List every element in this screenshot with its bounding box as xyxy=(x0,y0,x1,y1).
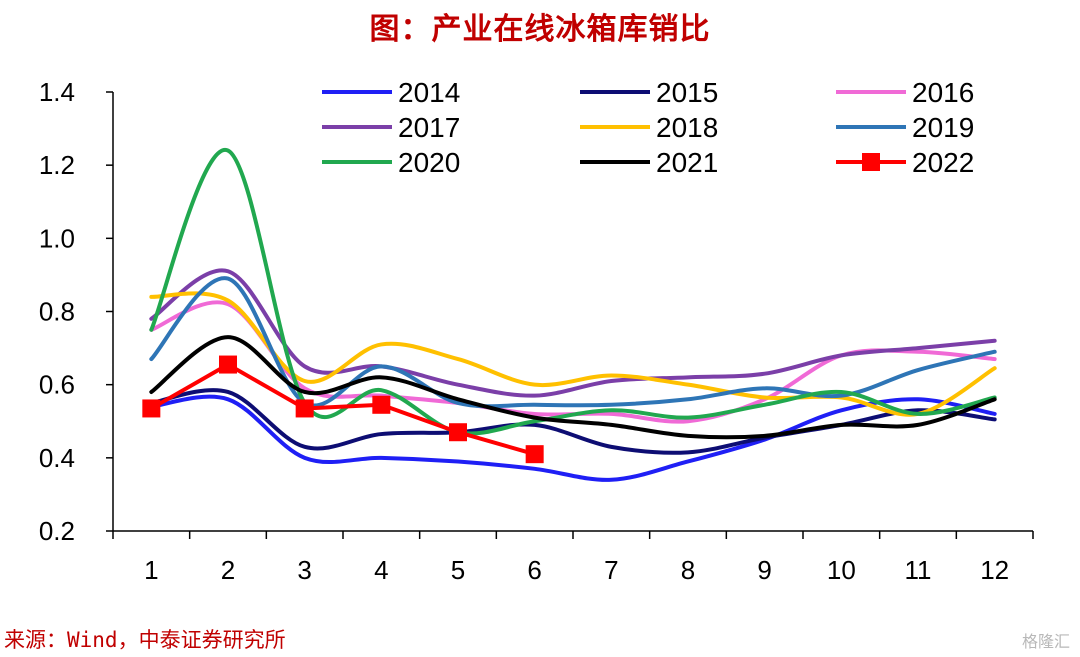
series-layer xyxy=(142,148,997,482)
x-tick-label: 7 xyxy=(604,555,618,585)
axes: 0.20.40.60.81.01.21.41 2 3 4 5 6 7 8 9 10 11 12 xyxy=(39,77,1034,585)
series-line-2020 xyxy=(149,148,997,436)
y-tick-label: 0.4 xyxy=(39,443,75,473)
legend-item-2018: 2018 xyxy=(580,112,718,143)
source-note: 来源：Wind，中泰证券研究所 xyxy=(4,628,286,652)
y-tick-label: 0.2 xyxy=(39,516,75,546)
series-2019 xyxy=(149,276,997,409)
legend-label: 2015 xyxy=(656,77,718,108)
data-point-2022 xyxy=(142,399,161,418)
x-tick-label: 6 xyxy=(527,555,541,585)
legend-label: 2022 xyxy=(912,147,974,178)
legend-item-2017: 2017 xyxy=(322,112,460,143)
series-2020 xyxy=(149,148,997,436)
x-tick-label: 12 xyxy=(980,555,1009,585)
series-2018 xyxy=(149,291,997,417)
y-tick-label: 1.2 xyxy=(39,150,75,180)
series-2022 xyxy=(142,355,544,464)
legend-item-2019: 2019 xyxy=(836,112,974,143)
legend-label: 2019 xyxy=(912,112,974,143)
series-line-2017 xyxy=(149,268,997,398)
watermark-logo: 格隆汇 xyxy=(1021,632,1070,651)
series-line-2021 xyxy=(149,335,997,440)
y-tick-label: 0.8 xyxy=(39,297,75,327)
legend-label: 2016 xyxy=(912,77,974,108)
series-2017 xyxy=(149,268,997,398)
data-point-2022 xyxy=(449,423,467,442)
series-line-2014 xyxy=(149,394,997,482)
legend-label: 2014 xyxy=(398,77,460,108)
x-tick-label: 2 xyxy=(221,555,235,585)
legend-item-2020: 2020 xyxy=(322,147,460,178)
legend-label: 2020 xyxy=(398,147,460,178)
data-point-2022 xyxy=(372,395,391,414)
y-tick-label: 1.0 xyxy=(39,223,75,253)
x-tick-label: 3 xyxy=(297,555,311,585)
x-tick-label: 11 xyxy=(905,555,932,585)
legend-marker xyxy=(862,153,880,171)
data-point-2022 xyxy=(295,399,314,418)
legend: 2014 2015 2016 2017 2018 2019 2020 2021 2022 xyxy=(322,77,974,178)
x-tick-label: 5 xyxy=(451,555,465,585)
x-tick-label: 9 xyxy=(757,555,771,585)
legend-label: 2017 xyxy=(398,112,460,143)
y-tick-label: 1.4 xyxy=(39,77,75,107)
legend-label: 2018 xyxy=(656,112,718,143)
series-line-2022 xyxy=(149,362,537,457)
x-tick-label: 10 xyxy=(827,555,856,585)
series-2014 xyxy=(149,394,997,482)
legend-item-2014: 2014 xyxy=(322,77,460,108)
legend-label: 2021 xyxy=(656,147,718,178)
legend-item-2022: 2022 xyxy=(836,147,974,178)
legend-item-2021: 2021 xyxy=(580,147,718,178)
x-tick-label: 1 xyxy=(144,555,158,585)
series-line-2019 xyxy=(149,276,997,409)
data-point-2022 xyxy=(525,445,544,464)
x-tick-label: 4 xyxy=(374,555,388,585)
series-2021 xyxy=(149,335,997,440)
chart-title: 图：产业在线冰箱库销比 xyxy=(369,12,711,47)
legend-item-2016: 2016 xyxy=(836,77,974,108)
data-point-2022 xyxy=(219,355,237,374)
y-tick-label: 0.6 xyxy=(39,370,75,400)
series-line-2018 xyxy=(149,291,997,417)
legend-item-2015: 2015 xyxy=(580,77,718,108)
x-tick-label: 8 xyxy=(681,555,695,585)
